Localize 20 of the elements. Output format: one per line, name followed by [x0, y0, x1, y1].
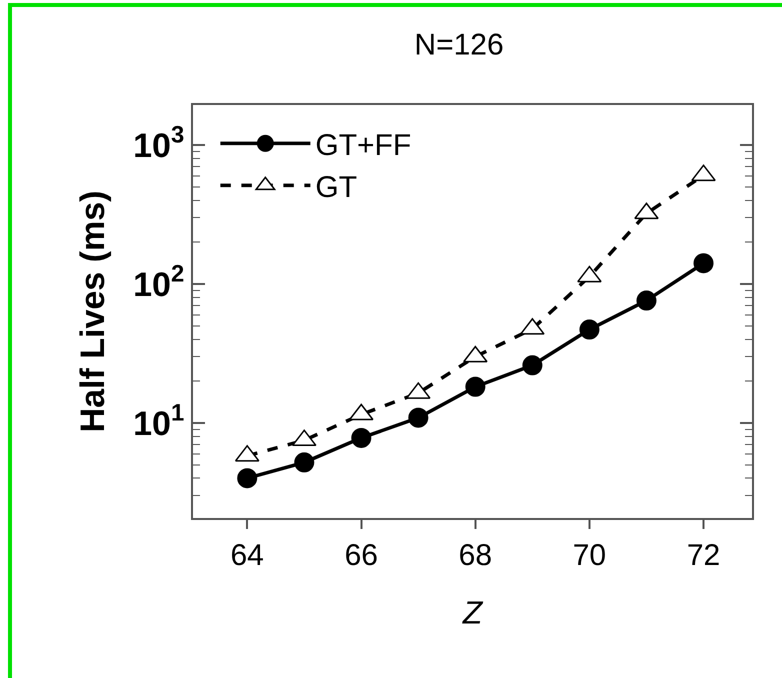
point	[237, 468, 258, 488]
legend-label: GT	[315, 171, 358, 204]
y-tick-label: 10$^{2}$	[133, 260, 184, 304]
x-tick-label: 70	[572, 539, 606, 572]
point	[522, 355, 542, 376]
x-tick-label: 66	[344, 539, 378, 572]
y-tick-label: 10$^{1}$	[133, 400, 184, 443]
legend-label: GT+FF	[315, 129, 412, 162]
point	[408, 408, 428, 428]
x-tick-label: 72	[686, 539, 720, 572]
chart-title: N=126	[414, 28, 504, 62]
x-tick-label: 68	[458, 539, 492, 572]
x-axis-title: Z	[462, 594, 484, 630]
point	[579, 320, 600, 340]
x-tick-label: 64	[230, 539, 264, 572]
y-axis-title: Half Lives (ms)	[74, 190, 112, 432]
point	[351, 428, 372, 448]
point	[294, 452, 314, 472]
point	[465, 376, 486, 397]
y-tick-label: 10$^{3}$	[133, 122, 184, 165]
